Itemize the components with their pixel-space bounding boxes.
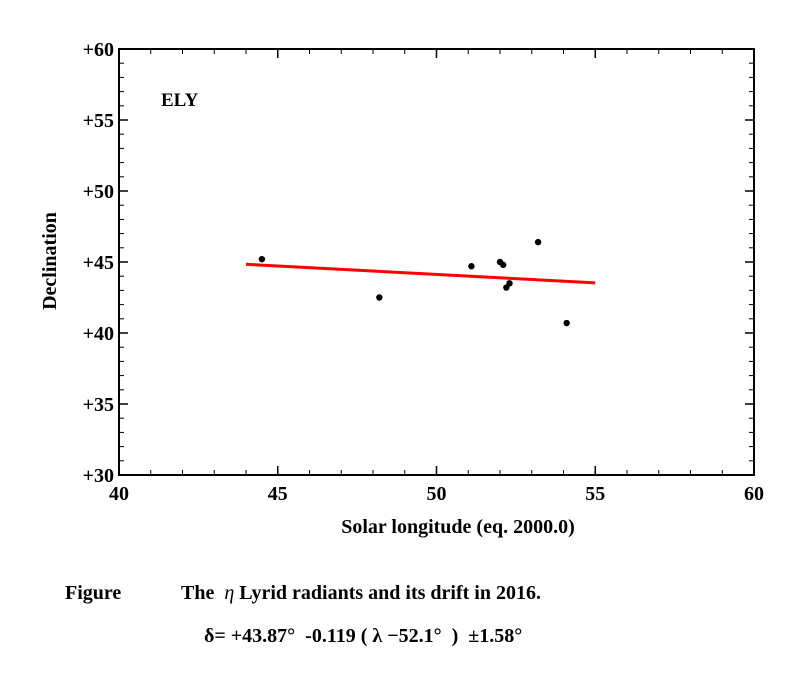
x-tick-label: 45 [268, 483, 288, 505]
y-tick-label: +35 [83, 394, 114, 416]
fit-line [245, 262, 596, 285]
data-point [506, 280, 513, 287]
x-tick-label: 60 [744, 483, 764, 505]
caption-eta: η [224, 582, 235, 604]
y-tick-label: +55 [83, 110, 114, 132]
x-tick-label: 50 [427, 483, 447, 505]
y-ticks [119, 48, 754, 476]
figure-label: Figure [65, 582, 122, 604]
y-tick-label: +45 [83, 252, 114, 274]
caption-suffix: Lyrid radiants and its drift in 2016. [239, 582, 541, 604]
chart-annotation: ELY [161, 90, 199, 111]
y-tick-label: +50 [83, 181, 114, 203]
x-tick-labels: 40 45 50 55 60 [109, 483, 764, 505]
y-tick-labels: +30 +35 +40 +45 +50 +55 +60 [83, 39, 114, 487]
x-axis-label: Solar longitude (eq. 2000.0) [341, 516, 575, 538]
drift-formula: δ= +43.87° -0.119 ( λ −52.1° ) ±1.58° [204, 625, 523, 647]
x-tick-label: 40 [109, 483, 129, 505]
data-point [534, 238, 542, 246]
y-tick-label: +60 [83, 39, 114, 61]
caption-prefix: The [181, 582, 215, 604]
data-point [499, 261, 507, 269]
y-axis-label: Declination [39, 212, 61, 310]
scatter-chart: 40 45 50 55 60 +30 +35 +40 +45 +50 +55 +60 ELY Sol… [39, 39, 764, 538]
x-tick-label: 55 [585, 483, 605, 505]
data-point [376, 294, 383, 301]
y-tick-label: +30 [83, 465, 114, 487]
data-point [468, 263, 475, 270]
data-point [258, 255, 266, 263]
data-point [563, 319, 570, 327]
y-tick-label: +40 [83, 323, 114, 345]
figure-caption: The η Lyrid radiants and its drift in 20… [181, 582, 541, 605]
data-points [258, 238, 570, 327]
x-ticks [118, 49, 755, 475]
plot-frame [118, 48, 755, 476]
